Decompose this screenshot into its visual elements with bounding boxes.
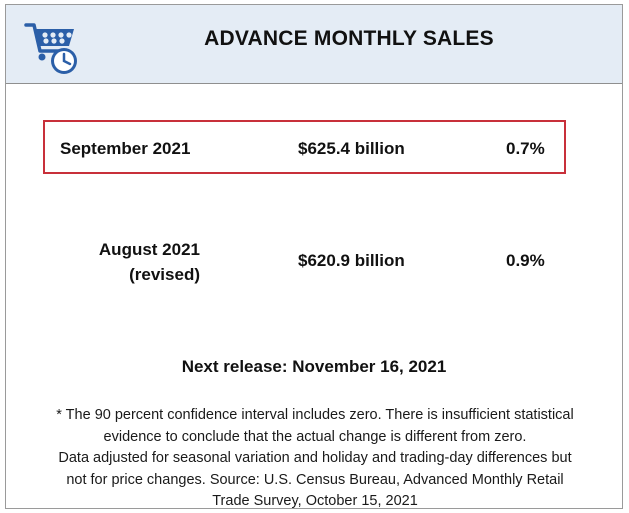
period-label: August 2021 (revised) (60, 237, 200, 287)
period-month: August 2021 (98, 240, 200, 259)
shopping-cart-clock-icon (24, 23, 77, 74)
sales-amount: $620.9 billion (298, 251, 405, 270)
highlight-box (43, 120, 566, 174)
period-label: September 2021 (60, 139, 191, 158)
percent-change: 0.9% (506, 251, 545, 270)
next-release-date: Next release: November 16, 2021 (181, 357, 447, 376)
page-title: ADVANCE MONTHLY SALES (204, 27, 494, 50)
period-revised-note: (revised) (129, 265, 200, 284)
footnote: * The 90 percent confidence interval inc… (20, 405, 610, 513)
percent-change: 0.7% (506, 139, 545, 158)
header-banner: ADVANCE MONTHLY SALES (6, 5, 622, 84)
footnote-line: Data adjusted for seasonal variation and… (58, 450, 572, 467)
sales-amount: $625.4 billion (298, 139, 405, 158)
sales-summary-card: ADVANCE MONTHLY SALES September 2021 $62… (5, 4, 623, 509)
footnote-line: not for price changes. Source: U.S. Cens… (66, 471, 564, 488)
footnote-line: * The 90 percent confidence interval inc… (56, 407, 574, 423)
footnote-line: evidence to conclude that the actual cha… (103, 428, 527, 445)
footnote-line: Trade Survey, October 15, 2021 (212, 493, 418, 510)
